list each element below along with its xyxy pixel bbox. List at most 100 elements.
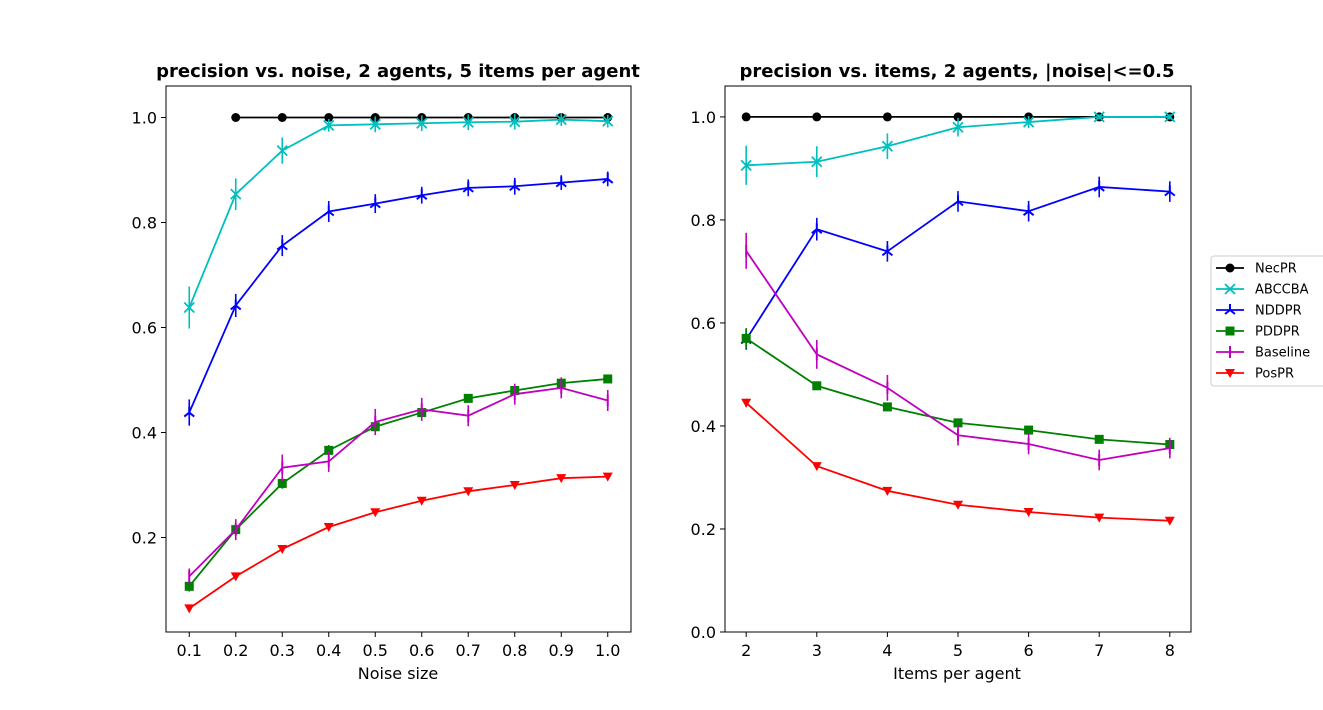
data-point xyxy=(370,508,381,518)
data-point xyxy=(603,374,613,384)
legend-entry-nddpr: NDDPR xyxy=(1216,304,1302,319)
data-point xyxy=(602,172,614,184)
x-tick-label: 8 xyxy=(1165,641,1175,660)
data-point xyxy=(811,223,823,234)
data-point xyxy=(741,333,751,343)
data-point xyxy=(230,188,242,200)
series-line xyxy=(188,386,608,577)
data-point xyxy=(369,197,381,209)
data-point xyxy=(881,140,894,152)
data-point xyxy=(509,481,520,490)
x-tick-label: 0.2 xyxy=(223,641,248,660)
data-point xyxy=(1094,434,1104,444)
data-point xyxy=(881,245,894,257)
data-point xyxy=(416,189,428,200)
data-point xyxy=(277,545,288,555)
plot-area: 0.0 0.2 0.4 0.6 0.8 1.0 2 3 4 5 6 7 8 xyxy=(691,85,1192,660)
data-point xyxy=(463,487,474,497)
series-line xyxy=(188,475,608,610)
x-tick-label: 0.3 xyxy=(270,641,295,660)
legend: NecPR ABCCBA NDDPR PDDPR Baseline PosPR xyxy=(1210,255,1323,387)
legend-entry-necpr: NecPR xyxy=(1216,262,1297,277)
series-nddpr xyxy=(183,171,614,426)
legend-entry-baseline: Baseline xyxy=(1216,346,1310,361)
chart-title: precision vs. noise, 2 agents, 5 items p… xyxy=(156,61,640,82)
x-tick-label: 0.5 xyxy=(363,641,388,660)
legend-items: NecPR ABCCBA NDDPR PDDPR Baseline PosPR xyxy=(1216,262,1310,382)
data-point xyxy=(952,121,964,133)
data-point xyxy=(1093,180,1105,192)
x-tick-label: 4 xyxy=(882,641,892,660)
data-point xyxy=(811,156,823,168)
y-tick-label: 0.4 xyxy=(691,417,716,436)
data-point xyxy=(1024,425,1034,435)
data-point xyxy=(323,119,335,132)
series-line xyxy=(188,378,608,587)
legend-marker xyxy=(1224,304,1236,315)
data-point xyxy=(1164,516,1175,526)
axes-frame xyxy=(724,85,1192,633)
series-pospr xyxy=(184,472,613,614)
legend-label: PosPR xyxy=(1255,367,1294,382)
legend-label: NecPR xyxy=(1255,262,1297,277)
data-point xyxy=(276,144,288,157)
legend-marker xyxy=(1225,326,1235,336)
legend-entry-pospr: PosPR xyxy=(1216,367,1294,382)
data-point xyxy=(741,398,752,408)
x-axis-label: Items per agent xyxy=(893,664,1021,683)
data-point xyxy=(556,474,567,484)
y-tick-label: 0.8 xyxy=(132,214,157,233)
data-point xyxy=(1164,111,1176,123)
y-tick-label: 1.0 xyxy=(132,109,157,128)
series-nddpr xyxy=(740,176,1176,350)
data-point xyxy=(1023,507,1034,517)
y-tick-label: 1.0 xyxy=(691,108,716,127)
y-tick-label: 0.2 xyxy=(132,529,157,548)
legend-label: NDDPR xyxy=(1255,304,1302,319)
x-tick-label: 0.4 xyxy=(316,641,341,660)
x-tick-label: 3 xyxy=(812,641,822,660)
data-point xyxy=(277,478,287,488)
data-point xyxy=(323,523,334,532)
data-point xyxy=(369,118,381,130)
data-point xyxy=(416,496,427,506)
axes-frame xyxy=(165,85,632,633)
data-point xyxy=(184,581,194,591)
data-point xyxy=(184,604,195,614)
data-point xyxy=(882,486,893,496)
data-point xyxy=(812,112,822,122)
data-point xyxy=(324,445,334,455)
data-point xyxy=(953,500,963,510)
legend-label: PDDPR xyxy=(1255,325,1300,340)
data-point xyxy=(323,205,335,217)
legend-marker xyxy=(1225,263,1235,273)
y-tick-label: 0.2 xyxy=(691,520,716,539)
data-point xyxy=(1094,513,1105,523)
data-point xyxy=(230,572,241,582)
data-point xyxy=(811,462,822,472)
x-tick-label: 7 xyxy=(1094,641,1104,660)
x-tick-label: 0.9 xyxy=(549,641,574,660)
data-point xyxy=(416,117,428,129)
data-point xyxy=(602,472,613,482)
data-point xyxy=(276,239,288,251)
x-tick-label: 0.1 xyxy=(177,641,202,660)
series-pospr xyxy=(741,398,1175,526)
legend-label: Baseline xyxy=(1255,346,1310,361)
data-point xyxy=(183,406,195,418)
data-point xyxy=(1022,205,1035,216)
x-tick-label: 2 xyxy=(741,641,751,660)
series-baseline xyxy=(745,232,1171,471)
data-point xyxy=(183,301,195,314)
data-point xyxy=(462,181,474,193)
data-point xyxy=(1093,111,1105,123)
x-tick-label: 5 xyxy=(953,641,963,660)
y-tick-label: 0.6 xyxy=(132,319,157,338)
y-tick-label: 0.8 xyxy=(691,211,716,230)
y-tick-label: 0.4 xyxy=(132,424,157,443)
series-line xyxy=(188,178,608,413)
data-point xyxy=(277,113,287,122)
legend-marker xyxy=(1225,369,1235,378)
data-point xyxy=(741,112,751,122)
